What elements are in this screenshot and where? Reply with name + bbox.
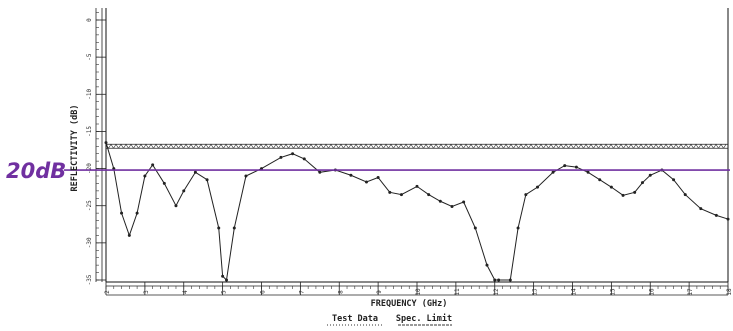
test-data-point [536, 185, 540, 189]
x-axis-ticks: 2 3 4 5 6 7 8 9 10 11 12 13 14 15 16 17 18 [104, 282, 733, 296]
y-tick-label: -35 [86, 274, 93, 285]
test-data-point [349, 173, 353, 177]
test-data-point [621, 193, 625, 197]
test-data-point [726, 217, 730, 221]
test-data-point [683, 193, 687, 197]
y-tick-label: -25 [86, 200, 93, 211]
test-data-point [586, 170, 590, 174]
test-data-point [633, 190, 637, 194]
test-data-point [508, 278, 512, 282]
y-tick-label: -20 [86, 163, 93, 174]
test-data-line [105, 142, 729, 282]
x-tick-label: 9 [376, 290, 383, 294]
test-data-point [598, 178, 602, 182]
spec-limit-series [105, 143, 728, 149]
test-data-point [473, 226, 477, 230]
x-tick-label: 14 [571, 288, 578, 296]
x-tick-label: 3 [143, 290, 150, 294]
test-data-point [493, 278, 497, 282]
test-data-point [232, 226, 236, 230]
test-data-point [551, 170, 555, 174]
y-tick-label: 0 [86, 18, 93, 22]
test-data-point [399, 193, 403, 197]
test-data-series [104, 141, 730, 282]
x-tick-label: 6 [260, 290, 267, 294]
reference-line-label: 20dB [6, 159, 66, 183]
x-tick-label: 11 [454, 288, 461, 296]
spec-limit-hatch [105, 143, 727, 149]
x-tick-label: 15 [609, 288, 616, 296]
test-data-point [217, 226, 221, 230]
test-data-point [714, 213, 718, 217]
test-data-point [174, 204, 178, 208]
x-axis-title: FREQUENCY (GHz) [371, 299, 448, 309]
y-tick-label: -30 [86, 237, 93, 248]
test-data-point [415, 184, 419, 188]
y-tick-label: -15 [86, 126, 93, 137]
test-data-point [291, 152, 295, 156]
test-data-point [205, 178, 209, 182]
test-data-point [127, 233, 131, 237]
x-tick-label: 18 [726, 288, 733, 296]
x-tick-label: 16 [648, 288, 655, 296]
test-data-point [516, 226, 520, 230]
legend-test-data-label: Test Data [332, 314, 378, 324]
test-data-point [318, 170, 322, 174]
legend-spec-limit-label: Spec. Limit [396, 313, 452, 324]
test-data-point [221, 274, 225, 278]
x-tick-label: 7 [298, 290, 305, 294]
test-data-point [244, 174, 248, 178]
test-data-point [225, 278, 229, 282]
test-data-point [438, 199, 442, 203]
test-data-point [524, 193, 528, 197]
test-data-point [151, 163, 155, 167]
y-tick-label: -10 [86, 88, 93, 99]
test-data-point [672, 178, 676, 182]
x-tick-label: 2 [104, 290, 111, 294]
test-data-point [563, 164, 567, 168]
test-data-point [193, 170, 197, 174]
test-data-point [485, 263, 489, 267]
x-tick-label: 12 [493, 288, 500, 296]
x-tick-label: 13 [532, 288, 539, 296]
test-data-point [388, 190, 392, 194]
test-data-point [302, 157, 306, 161]
test-data-point [182, 189, 186, 193]
test-data-point [609, 185, 613, 189]
test-data-point [364, 180, 368, 184]
x-tick-label: 17 [687, 288, 694, 296]
y-axis-minor-ticks [96, 12, 99, 281]
test-data-point [699, 207, 703, 211]
test-data-point [648, 173, 652, 177]
test-data-point [574, 165, 578, 169]
test-data-point [640, 181, 644, 185]
x-tick-label: 8 [337, 290, 344, 294]
test-data-point [135, 211, 139, 215]
test-data-point [450, 204, 454, 208]
x-tick-label: 4 [182, 290, 189, 294]
y-tick-label: -5 [86, 53, 93, 61]
y-axis-ticks: 0 -5 -10 -15 -20 -25 -30 -35 [86, 18, 106, 285]
test-data-point [427, 193, 431, 197]
test-data-point [279, 155, 283, 159]
x-tick-label: 10 [415, 288, 422, 296]
test-data-point [120, 211, 124, 215]
test-data-point [104, 141, 108, 145]
test-data-point [162, 181, 166, 185]
test-data-point [143, 174, 147, 178]
y-axis-title: REFLECTIVITY (dB) [70, 105, 80, 192]
x-tick-label: 5 [221, 290, 228, 294]
test-data-point [376, 175, 380, 179]
test-data-point [497, 278, 501, 282]
test-data-point [462, 200, 466, 204]
